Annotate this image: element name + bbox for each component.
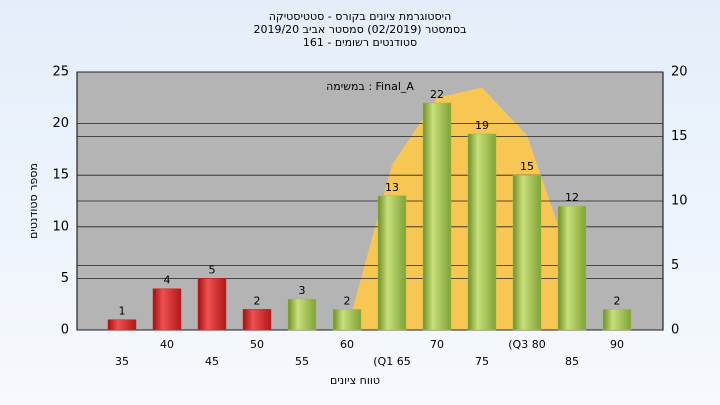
y-tick-label: 10 xyxy=(52,219,69,234)
chart-subtitle: סטודנטים רשומים - 161 xyxy=(303,36,417,49)
x-tick-label: 40 xyxy=(160,338,174,351)
y-axis-label: מספר סטודנטים xyxy=(27,163,40,239)
bar xyxy=(197,278,227,331)
y-tick-label: 15 xyxy=(52,168,69,183)
data-label: 2 xyxy=(614,294,621,307)
y-tick-label: 20 xyxy=(52,116,69,131)
bar xyxy=(557,205,587,331)
x-tick-label: 35 xyxy=(115,355,129,368)
bar xyxy=(602,309,632,331)
x-tick-label: 70 xyxy=(430,338,444,351)
data-label: 2 xyxy=(344,294,351,307)
x-tick-label: 75 xyxy=(475,355,489,368)
data-label: 22 xyxy=(430,88,444,101)
x-tick-label: 90 xyxy=(610,338,624,351)
y2-tick-label: 5 xyxy=(671,258,679,273)
y2-tick-label: 20 xyxy=(671,65,688,80)
bar xyxy=(422,102,452,331)
y-tick-label: 5 xyxy=(61,271,69,286)
y2-tick-label: 15 xyxy=(671,129,688,144)
data-label: 1 xyxy=(119,305,126,318)
y2-tick-label: 10 xyxy=(671,194,688,209)
data-label: 12 xyxy=(565,191,579,204)
plot: 051015202505101520351404455502553602(Q1 … xyxy=(52,65,687,369)
chart-subtitle: בסמסטר (02/2019) סמסטר אביב 2019/20 xyxy=(253,23,466,36)
x-axis-label: טווח ציונים xyxy=(330,374,380,387)
x-tick-label: 60 xyxy=(340,338,354,351)
bar xyxy=(467,133,497,331)
annotation: במשימה : Final_A xyxy=(326,80,414,93)
bar xyxy=(107,319,137,331)
bar xyxy=(512,174,542,331)
x-tick-label: 85 xyxy=(565,355,579,368)
x-tick-label: (Q1 65 xyxy=(373,355,410,368)
bar xyxy=(152,288,182,331)
chart-title: היסטוגרמת ציונים בקורס - סטטיסטיקה xyxy=(269,10,452,23)
data-label: 13 xyxy=(385,181,399,194)
data-label: 5 xyxy=(209,263,216,276)
data-label: 2 xyxy=(254,294,261,307)
x-tick-label: 50 xyxy=(250,338,264,351)
bar xyxy=(377,195,407,331)
y-tick-label: 0 xyxy=(61,323,69,338)
y2-tick-label: 0 xyxy=(671,323,679,338)
data-label: 4 xyxy=(164,274,171,287)
x-tick-label: (Q3 80 xyxy=(508,338,545,351)
data-label: 3 xyxy=(299,284,306,297)
bar xyxy=(332,309,362,331)
data-label: 15 xyxy=(520,160,534,173)
x-tick-label: 45 xyxy=(205,355,219,368)
x-tick-label: 55 xyxy=(295,355,309,368)
data-label: 19 xyxy=(475,119,489,132)
bar xyxy=(242,309,272,331)
bar xyxy=(287,298,317,331)
y-tick-label: 25 xyxy=(52,65,69,80)
